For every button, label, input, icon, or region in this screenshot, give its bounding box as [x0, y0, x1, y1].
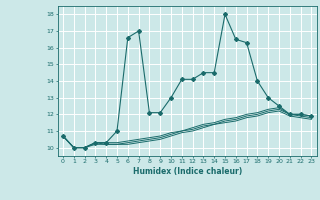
X-axis label: Humidex (Indice chaleur): Humidex (Indice chaleur): [132, 167, 242, 176]
